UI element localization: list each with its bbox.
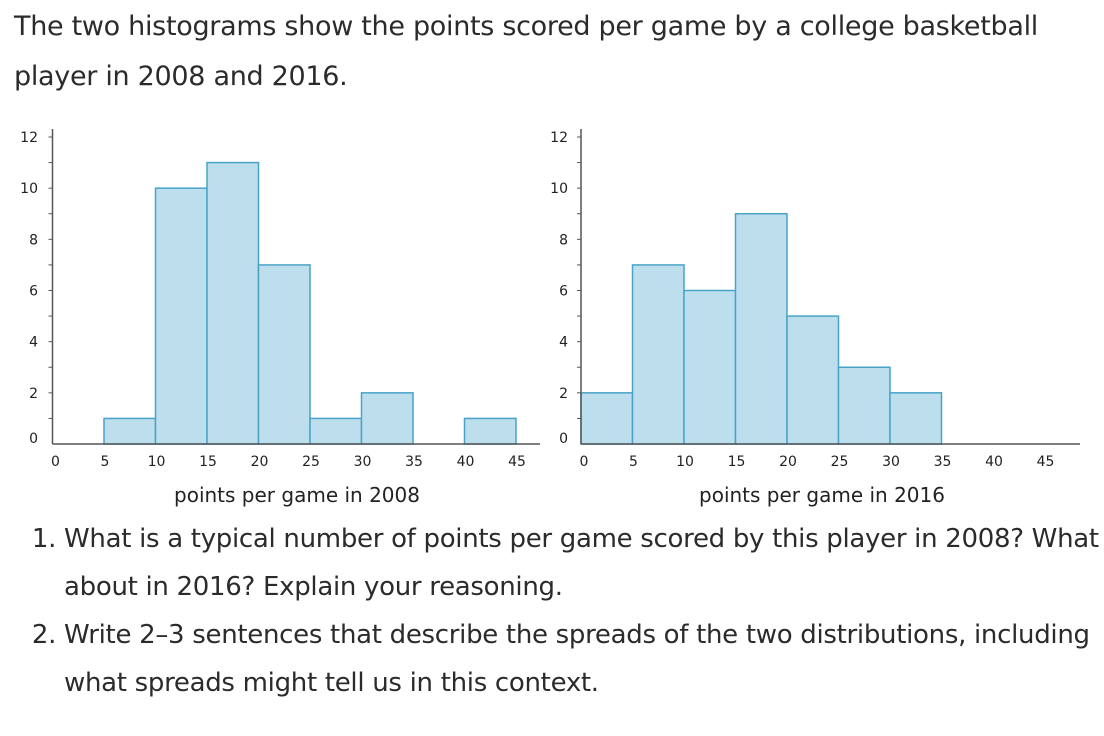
x-tick-label: 10 bbox=[676, 454, 694, 470]
x-tick-label: 25 bbox=[302, 454, 320, 470]
histogram-bar bbox=[631, 264, 685, 445]
histogram-bar bbox=[309, 417, 363, 445]
x-tick-label: 45 bbox=[1037, 454, 1055, 470]
histogram-bar bbox=[463, 417, 517, 445]
histogram-bar bbox=[734, 213, 788, 445]
y-tick-label: 12 bbox=[550, 130, 568, 146]
x-tick-label: 5 bbox=[101, 454, 110, 470]
y-tick-label: 6 bbox=[29, 284, 38, 300]
x-tick-label: 35 bbox=[405, 454, 423, 470]
histogram-bar bbox=[837, 366, 891, 445]
histogram-bar bbox=[257, 264, 311, 445]
x-tick-label: 35 bbox=[934, 454, 952, 470]
histogram-bar bbox=[889, 392, 943, 445]
y-tick-label: 0 bbox=[559, 431, 568, 447]
histogram-bar bbox=[786, 315, 840, 445]
x-tick-label: 15 bbox=[199, 454, 217, 470]
histogram-bar bbox=[206, 161, 260, 445]
x-tick-label: 0 bbox=[51, 454, 60, 470]
intro-text: The two histograms show the points score… bbox=[14, 11, 1038, 92]
x-tick-label: 0 bbox=[580, 454, 589, 470]
y-tick-label: 0 bbox=[29, 431, 38, 447]
histogram-2016: 0 2 4 6 8 10 12 0 5 10 15 20 25 30 35 40 45 points per ga… bbox=[550, 129, 1080, 507]
x-axis-label: points per game in 2016 bbox=[699, 483, 945, 507]
y-tick-label: 6 bbox=[559, 284, 568, 300]
y-tick-label: 12 bbox=[20, 130, 38, 146]
x-axis-label: points per game in 2008 bbox=[174, 483, 420, 507]
histogram-bar bbox=[103, 417, 157, 445]
x-tick-label: 25 bbox=[831, 454, 849, 470]
x-tick-label: 30 bbox=[882, 454, 900, 470]
x-tick-label: 40 bbox=[457, 454, 475, 470]
y-tick-label: 10 bbox=[20, 181, 38, 197]
histogram-2008: 0 2 4 6 8 10 12 0 5 10 15 20 25 30 35 40 45 points per ga… bbox=[20, 129, 540, 507]
x-tick-label: 15 bbox=[728, 454, 746, 470]
histogram-bar bbox=[683, 289, 737, 445]
question-list: What is a typical number of points per g… bbox=[22, 515, 1104, 707]
y-tick-label: 8 bbox=[29, 232, 38, 248]
x-tick-label: 30 bbox=[354, 454, 372, 470]
y-tick-label: 8 bbox=[559, 232, 568, 248]
x-tick-label: 10 bbox=[148, 454, 166, 470]
y-tick-label: 4 bbox=[559, 335, 568, 351]
x-tick-label: 20 bbox=[779, 454, 797, 470]
x-tick-label: 40 bbox=[985, 454, 1003, 470]
y-tick-label: 2 bbox=[29, 386, 38, 402]
x-tick-label: 5 bbox=[629, 454, 638, 470]
x-tick-label: 45 bbox=[508, 454, 526, 470]
histogram-bar bbox=[154, 187, 208, 445]
histogram-bar bbox=[580, 392, 634, 445]
x-tick-label: 20 bbox=[251, 454, 269, 470]
y-tick-label: 4 bbox=[29, 335, 38, 351]
y-tick-label: 10 bbox=[550, 181, 568, 197]
question-1: What is a typical number of points per g… bbox=[64, 515, 1104, 611]
histogram-bar bbox=[360, 392, 414, 445]
question-2: Write 2–3 sentences that describe the sp… bbox=[64, 611, 1104, 707]
y-tick-label: 2 bbox=[559, 386, 568, 402]
